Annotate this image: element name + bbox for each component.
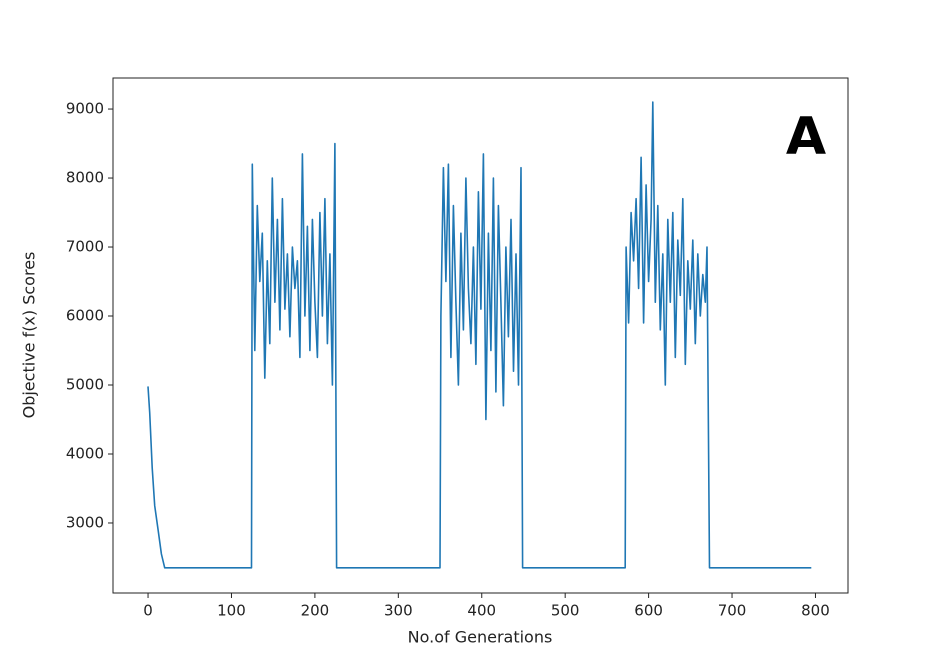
y-axis-label: Objective f(x) Scores [20, 252, 39, 419]
y-tick-label: 8000 [66, 169, 104, 187]
panel-label: A [786, 107, 826, 167]
y-tick-label: 3000 [66, 513, 104, 531]
x-tick-label: 300 [384, 602, 413, 620]
y-tick-label: 6000 [66, 307, 104, 325]
y-tick-label: 5000 [66, 375, 104, 393]
x-axis-label: No.of Generations [408, 628, 553, 647]
x-tick-label: 600 [634, 602, 663, 620]
y-tick-label: 7000 [66, 238, 104, 256]
x-tick-label: 0 [143, 602, 153, 620]
x-tick-label: 400 [467, 602, 496, 620]
y-tick-label: 4000 [66, 444, 104, 462]
data-line [147, 101, 812, 569]
y-tick-label: 9000 [66, 100, 104, 118]
x-tick-label: 500 [551, 602, 580, 620]
x-tick-label: 200 [301, 602, 330, 620]
x-tick-label: 100 [217, 602, 246, 620]
plot-frame [112, 77, 849, 594]
x-tick-label: 800 [801, 602, 830, 620]
x-tick-label: 700 [718, 602, 747, 620]
